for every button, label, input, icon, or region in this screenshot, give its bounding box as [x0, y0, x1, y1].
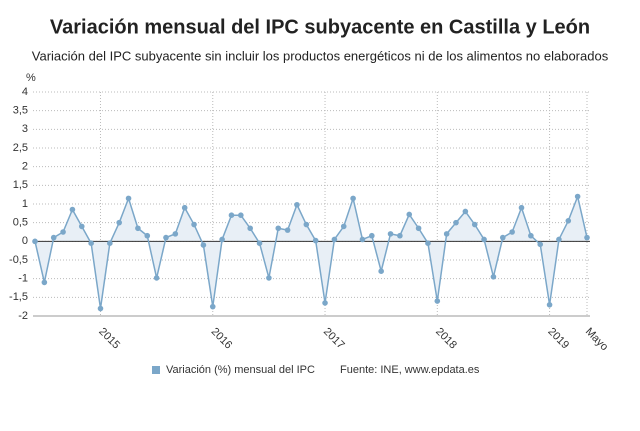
point	[584, 234, 590, 241]
point	[462, 208, 469, 215]
y-tick-label: -1,5	[9, 291, 28, 303]
point	[191, 221, 197, 228]
point	[135, 225, 141, 232]
point	[238, 212, 244, 218]
y-tick-label: -0,5	[9, 254, 28, 266]
point	[359, 236, 366, 243]
point	[528, 232, 534, 239]
point	[144, 232, 151, 239]
point	[60, 229, 66, 235]
area	[35, 196, 587, 309]
point	[518, 204, 525, 211]
y-tick-label: 3	[22, 123, 28, 135]
point	[219, 236, 225, 243]
point	[209, 303, 216, 310]
point	[312, 237, 319, 244]
line	[34, 193, 588, 309]
y-axis-label: %	[26, 72, 36, 84]
y-tick-label: -2	[18, 310, 28, 322]
point	[387, 231, 394, 237]
point	[509, 229, 515, 235]
x-tick-label: 2019	[545, 326, 571, 352]
point	[369, 232, 375, 239]
source: Fuente: INE, www.epdata.es	[340, 364, 480, 376]
point	[499, 234, 506, 241]
point	[41, 279, 48, 286]
point	[546, 302, 553, 308]
chart-title: Variación mensual del IPC subyacente en …	[50, 16, 590, 38]
point	[350, 195, 356, 202]
x-tick-label: 2015	[96, 326, 122, 352]
point	[434, 298, 441, 304]
y-tick-label: 2,5	[13, 142, 28, 154]
point	[406, 211, 413, 218]
point	[256, 240, 263, 246]
point	[125, 195, 132, 202]
point	[163, 234, 169, 241]
point	[294, 201, 300, 208]
y-tick-label: 0,5	[13, 217, 28, 229]
x-tick-label: Mayo	[583, 326, 611, 354]
point	[340, 223, 347, 230]
point	[200, 242, 207, 248]
point	[88, 240, 94, 246]
point	[275, 225, 282, 232]
point	[69, 206, 76, 213]
point	[247, 225, 253, 232]
point	[490, 274, 497, 280]
legend-label: Variación (%) mensual del IPC	[166, 364, 315, 376]
point	[397, 232, 403, 239]
point	[574, 193, 581, 200]
chart-subtitle: Variación del IPC subyacente sin incluir…	[32, 48, 609, 63]
point	[228, 212, 235, 218]
x-tick-label: 2016	[209, 326, 235, 352]
y-tick-label: 0	[22, 235, 28, 247]
point	[471, 221, 478, 228]
point	[443, 231, 450, 237]
legend-swatch	[152, 366, 160, 374]
point	[78, 223, 85, 230]
y-tick-label: 4	[22, 86, 28, 98]
point	[153, 275, 160, 281]
point	[453, 219, 459, 226]
y-tick-label: -1	[18, 273, 28, 285]
y-tick-label: 3,5	[13, 105, 28, 117]
point	[415, 225, 422, 232]
point	[378, 268, 384, 275]
point	[425, 240, 431, 246]
point	[116, 219, 123, 226]
x-tick-label: 2017	[321, 326, 347, 352]
point	[565, 218, 572, 224]
point	[284, 227, 291, 233]
point	[50, 234, 57, 241]
y-tick-label: 1	[22, 198, 28, 210]
point	[322, 300, 328, 306]
x-tick-label: 2018	[433, 326, 459, 352]
point	[172, 231, 179, 237]
point	[97, 305, 104, 312]
point	[481, 236, 487, 243]
y-tick-label: 2	[22, 161, 28, 173]
point	[107, 240, 113, 246]
point	[303, 221, 310, 228]
point	[331, 236, 338, 243]
point	[181, 204, 188, 211]
point	[537, 241, 544, 248]
y-tick-label: 1,5	[13, 179, 28, 191]
point	[556, 236, 562, 243]
point	[32, 238, 38, 245]
point	[266, 275, 272, 281]
